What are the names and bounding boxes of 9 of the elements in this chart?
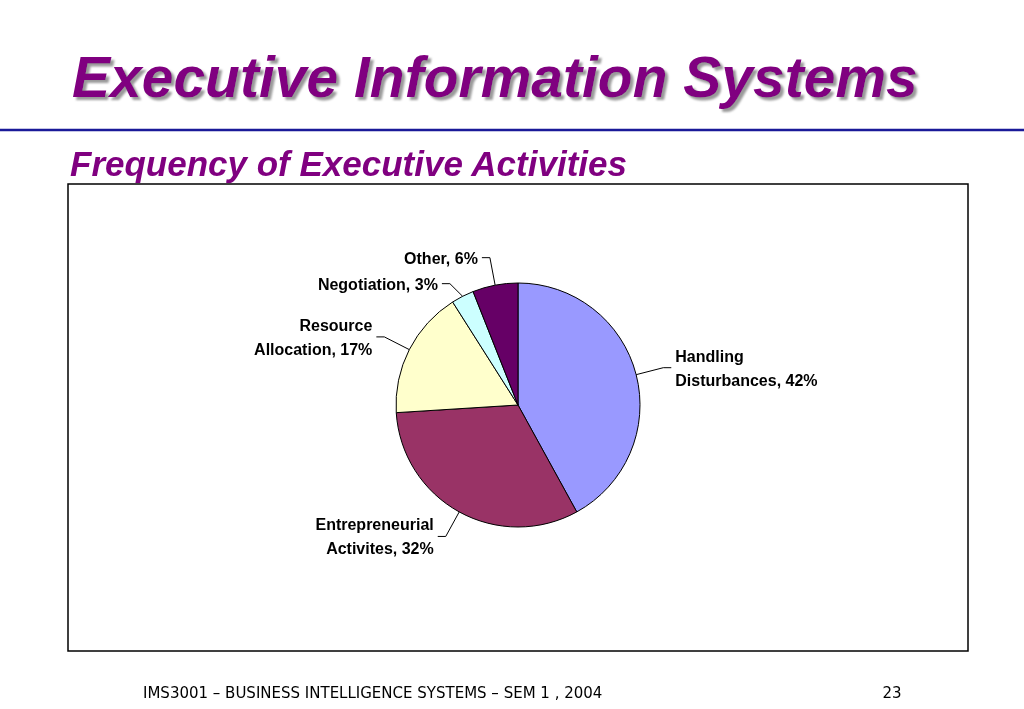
text: 23 (882, 684, 902, 702)
slice-label: Entrepreneurial Activites, 32% (315, 516, 434, 558)
slice-label: Handling Disturbances, 42% (675, 347, 818, 389)
slice-label: Negotiation, 3% (317, 275, 438, 293)
chart-title: Executive Information Systems (72, 45, 918, 109)
chart-subtitle: Frequency of Executive Activities (70, 144, 627, 183)
slice-label: Resource Allocation, 17% (254, 316, 373, 358)
text: IMS3001 – BUSINESS INTELLIGENCE SYSTEMS – SEM 1 , 2004 (143, 684, 603, 702)
slice-label: Other, 6% (404, 249, 478, 267)
